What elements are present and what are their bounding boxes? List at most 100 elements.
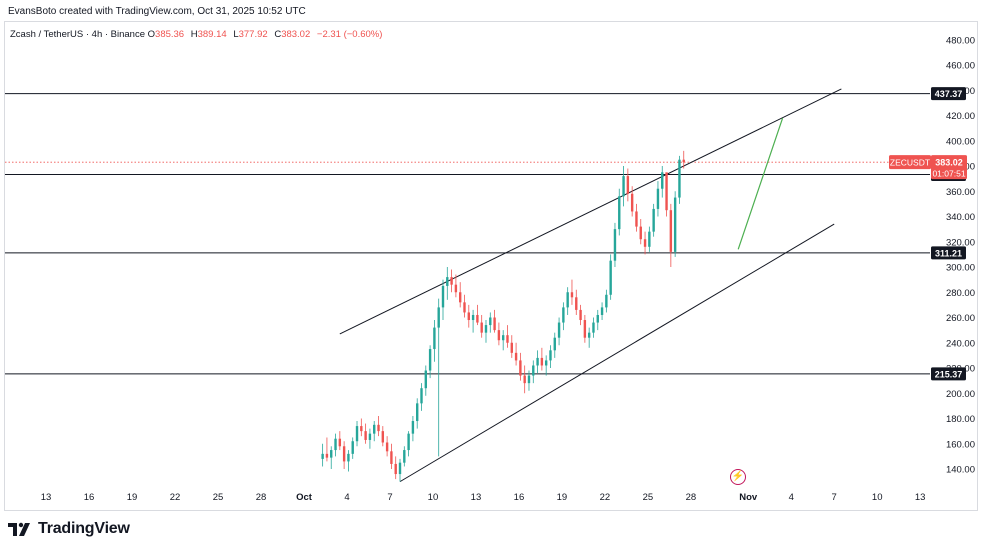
candle-body	[523, 375, 526, 384]
candle-body	[661, 172, 664, 189]
candle-body	[433, 327, 436, 350]
x-tick-label: 10	[872, 492, 883, 503]
candle-body	[540, 357, 544, 366]
candle-body	[600, 307, 604, 315]
level-price-label: 311.21	[935, 248, 962, 258]
candle-body	[325, 453, 329, 458]
candle-body	[592, 322, 595, 333]
candle-body	[613, 229, 617, 261]
ticker-badge: ZECUSDT	[890, 158, 930, 168]
ticker-badge-bg	[889, 155, 931, 170]
tradingview-logo[interactable]: TradingView	[8, 520, 130, 538]
candle-body	[630, 193, 634, 212]
flash-icon[interactable]: ⚡	[730, 469, 746, 485]
chart-frame[interactable]	[4, 21, 978, 511]
candle-body	[489, 317, 492, 326]
candle-body	[420, 388, 423, 404]
candle-body	[471, 314, 475, 321]
candle-body	[544, 360, 548, 366]
candle-body	[407, 433, 410, 451]
tradingview-wordmark: TradingView	[38, 520, 130, 537]
candle-body	[364, 431, 367, 440]
candle-body	[501, 335, 505, 341]
candle-body	[368, 433, 372, 440]
candle-body	[360, 426, 363, 432]
x-tick-label: 13	[41, 492, 52, 503]
high-label: H	[190, 29, 198, 40]
candle-body	[385, 442, 389, 452]
candle-body	[527, 375, 531, 384]
candle-body	[321, 453, 324, 459]
x-tick-label: 16	[514, 492, 525, 503]
candle-body	[648, 231, 651, 247]
channel-upper-line	[339, 88, 842, 335]
y-tick-label: 400.00	[946, 136, 975, 147]
x-tick-label: 28	[256, 492, 267, 503]
countdown-label: 01:07:51	[932, 169, 965, 179]
candle-body	[587, 332, 591, 338]
candle-body	[532, 365, 535, 376]
candle-body	[635, 211, 638, 227]
x-tick-label: 28	[686, 492, 697, 503]
level-price-label-bg	[931, 246, 966, 260]
x-tick-label: 10	[428, 492, 439, 503]
x-tick-label: 7	[832, 492, 837, 503]
candle-body	[549, 350, 552, 361]
candle-body	[493, 317, 496, 331]
candle-body	[579, 309, 582, 321]
candle-body	[484, 325, 488, 333]
low-label: L	[233, 29, 239, 40]
candle-body	[652, 208, 655, 232]
y-tick-label: 160.00	[946, 439, 975, 450]
level-price-label: 437.37	[935, 89, 963, 99]
candle-body	[536, 357, 539, 366]
candle-body	[338, 438, 342, 447]
candle-body	[596, 314, 599, 323]
candle-body	[553, 337, 556, 351]
candle-body	[506, 335, 509, 343]
symbol-name[interactable]: Zcash / TetherUS · 4h · Binance	[10, 29, 145, 40]
candle-body	[618, 196, 621, 230]
attribution-text: EvansBoto created with TradingView.com, …	[8, 6, 306, 17]
low-value: 377.92	[238, 29, 268, 40]
x-tick-label: 13	[471, 492, 482, 503]
level-price-label-bg	[931, 87, 966, 101]
candle-body	[673, 197, 677, 252]
candle-body	[622, 176, 625, 197]
candle-body	[609, 260, 612, 295]
candle-body	[678, 159, 681, 198]
candle-body	[347, 453, 350, 462]
x-tick-label: 16	[84, 492, 95, 503]
x-tick-label: Nov	[739, 492, 758, 503]
candle-body	[562, 307, 565, 323]
y-tick-label: 340.00	[946, 212, 975, 223]
tradingview-logo-icon	[8, 522, 30, 536]
close-label: C	[274, 29, 282, 40]
x-tick-label: 4	[789, 492, 794, 503]
x-tick-label: 25	[643, 492, 654, 503]
candle-body	[514, 352, 518, 361]
candle-body	[454, 284, 458, 293]
candle-body	[446, 277, 449, 286]
open-value: 385.36	[155, 29, 185, 40]
channel-lower-line	[399, 223, 835, 483]
candle-body	[428, 349, 432, 371]
x-tick-label: 19	[127, 492, 138, 503]
y-tick-label: 180.00	[946, 414, 975, 425]
candle-body	[458, 292, 462, 303]
candle-body	[377, 424, 380, 432]
candle-body	[416, 403, 419, 422]
candle-body	[355, 426, 359, 442]
symbol-legend: Zcash / TetherUS · 4h · Binance O385.36 …	[10, 29, 386, 40]
x-tick-label: 19	[557, 492, 568, 503]
candle-body	[510, 342, 513, 353]
candle-body	[373, 424, 376, 434]
y-tick-label: 240.00	[946, 338, 975, 349]
candle-body	[463, 302, 466, 313]
candle-body	[480, 322, 483, 333]
candle-body	[351, 441, 354, 454]
candle-body	[643, 239, 647, 247]
close-value: 383.02	[281, 29, 311, 40]
x-tick-label: 22	[600, 492, 611, 503]
